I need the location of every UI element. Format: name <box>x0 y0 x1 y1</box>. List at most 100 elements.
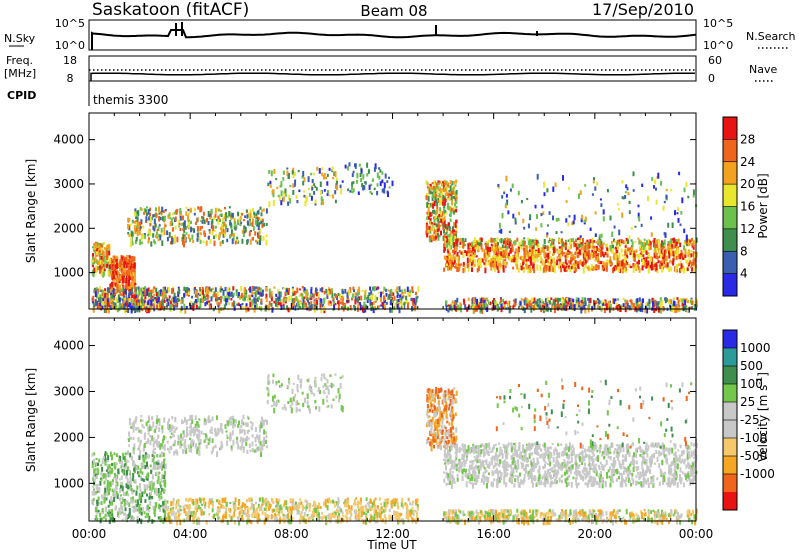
power-cell <box>689 306 692 310</box>
power-cell <box>578 238 581 244</box>
power-cell <box>498 258 501 263</box>
power-cell <box>315 292 318 297</box>
power-cell <box>187 222 190 228</box>
velocity-cell <box>122 470 125 474</box>
power-cell <box>486 248 489 255</box>
power-cell <box>572 220 575 225</box>
power-cell <box>323 306 326 311</box>
power-cell <box>443 182 446 186</box>
power-cell <box>110 263 113 270</box>
power-cell <box>432 185 435 191</box>
power-cell <box>527 252 530 257</box>
power-cell <box>484 249 487 252</box>
power-cell <box>664 297 667 301</box>
power-cell <box>507 238 510 243</box>
power-cell <box>400 303 403 307</box>
velocity-cell <box>101 466 104 472</box>
power-cell <box>672 250 675 257</box>
power-cell <box>374 295 377 301</box>
power-cell <box>589 245 591 249</box>
power-cell <box>444 238 447 241</box>
power-cell <box>451 301 454 307</box>
power-cell <box>229 222 232 226</box>
power-cell <box>446 229 449 234</box>
power-cell <box>369 190 372 194</box>
power-cell <box>408 289 411 293</box>
power-cell <box>587 243 590 250</box>
velocity-cell <box>108 519 111 524</box>
power-cell <box>679 260 682 264</box>
power-cell <box>584 216 587 222</box>
power-cell <box>370 294 373 300</box>
power-cell <box>534 304 537 310</box>
power-cell <box>530 248 533 255</box>
power-cell <box>225 212 228 218</box>
velocity-cell <box>119 485 122 489</box>
power-cell <box>523 250 526 256</box>
power-cell <box>258 296 261 301</box>
velocity-cell <box>161 438 164 444</box>
power-cell <box>548 262 551 266</box>
power-cell <box>688 257 691 260</box>
power-cell <box>108 250 111 256</box>
power-cell <box>572 265 575 271</box>
power-cell <box>628 247 631 250</box>
power-cell <box>405 298 408 304</box>
power-cell <box>452 210 455 214</box>
power-cell <box>626 256 629 259</box>
power-cell <box>294 305 297 311</box>
power-cell <box>611 248 614 253</box>
power-cell <box>605 303 608 307</box>
power-cell <box>171 298 174 302</box>
power-cell <box>109 306 112 309</box>
power-cell <box>181 223 184 226</box>
power-cell <box>560 254 563 257</box>
power-cell <box>456 267 459 272</box>
power-cell <box>184 292 187 297</box>
power-cell <box>293 171 296 176</box>
power-cell <box>140 219 143 225</box>
power-cell <box>645 240 648 246</box>
power-cell <box>110 274 113 278</box>
power-cell <box>450 230 453 234</box>
power-cell <box>614 246 617 250</box>
power-cell <box>558 297 561 302</box>
power-cell <box>174 301 177 307</box>
power-cell <box>237 219 240 225</box>
power-cell <box>593 266 596 271</box>
power-cell <box>112 283 115 288</box>
power-cell <box>530 297 533 303</box>
power-cell <box>320 302 323 305</box>
power-cell <box>576 302 579 309</box>
power-cell <box>91 259 94 263</box>
power-cell <box>366 173 369 177</box>
nave-tick-top: 60 <box>708 54 722 67</box>
power-cell <box>655 265 658 271</box>
power-cell <box>435 182 438 188</box>
velocity-cell <box>101 517 104 520</box>
velocity-cell <box>138 503 141 510</box>
power-cell <box>512 213 515 219</box>
power-cell <box>500 307 503 313</box>
power-cell <box>255 303 258 310</box>
power-cell <box>196 294 199 299</box>
power-cell <box>138 230 141 235</box>
power-cell <box>225 300 228 306</box>
power-cell <box>174 225 177 230</box>
power-cell <box>161 206 164 213</box>
power-cell <box>647 260 650 266</box>
nave-tick-bottom: 0 <box>708 72 715 85</box>
power-cell <box>622 264 625 270</box>
power-cell <box>447 249 450 254</box>
power-cell <box>501 246 504 250</box>
power-cell <box>269 180 272 185</box>
power-cell <box>214 234 217 238</box>
power-cell <box>171 237 174 242</box>
power-cell <box>190 220 192 225</box>
power-cell <box>663 239 666 245</box>
power-cell <box>601 244 604 250</box>
power-cell <box>541 247 544 253</box>
power-cell <box>92 253 94 259</box>
power-cell <box>677 263 680 266</box>
power-cell <box>690 242 693 246</box>
